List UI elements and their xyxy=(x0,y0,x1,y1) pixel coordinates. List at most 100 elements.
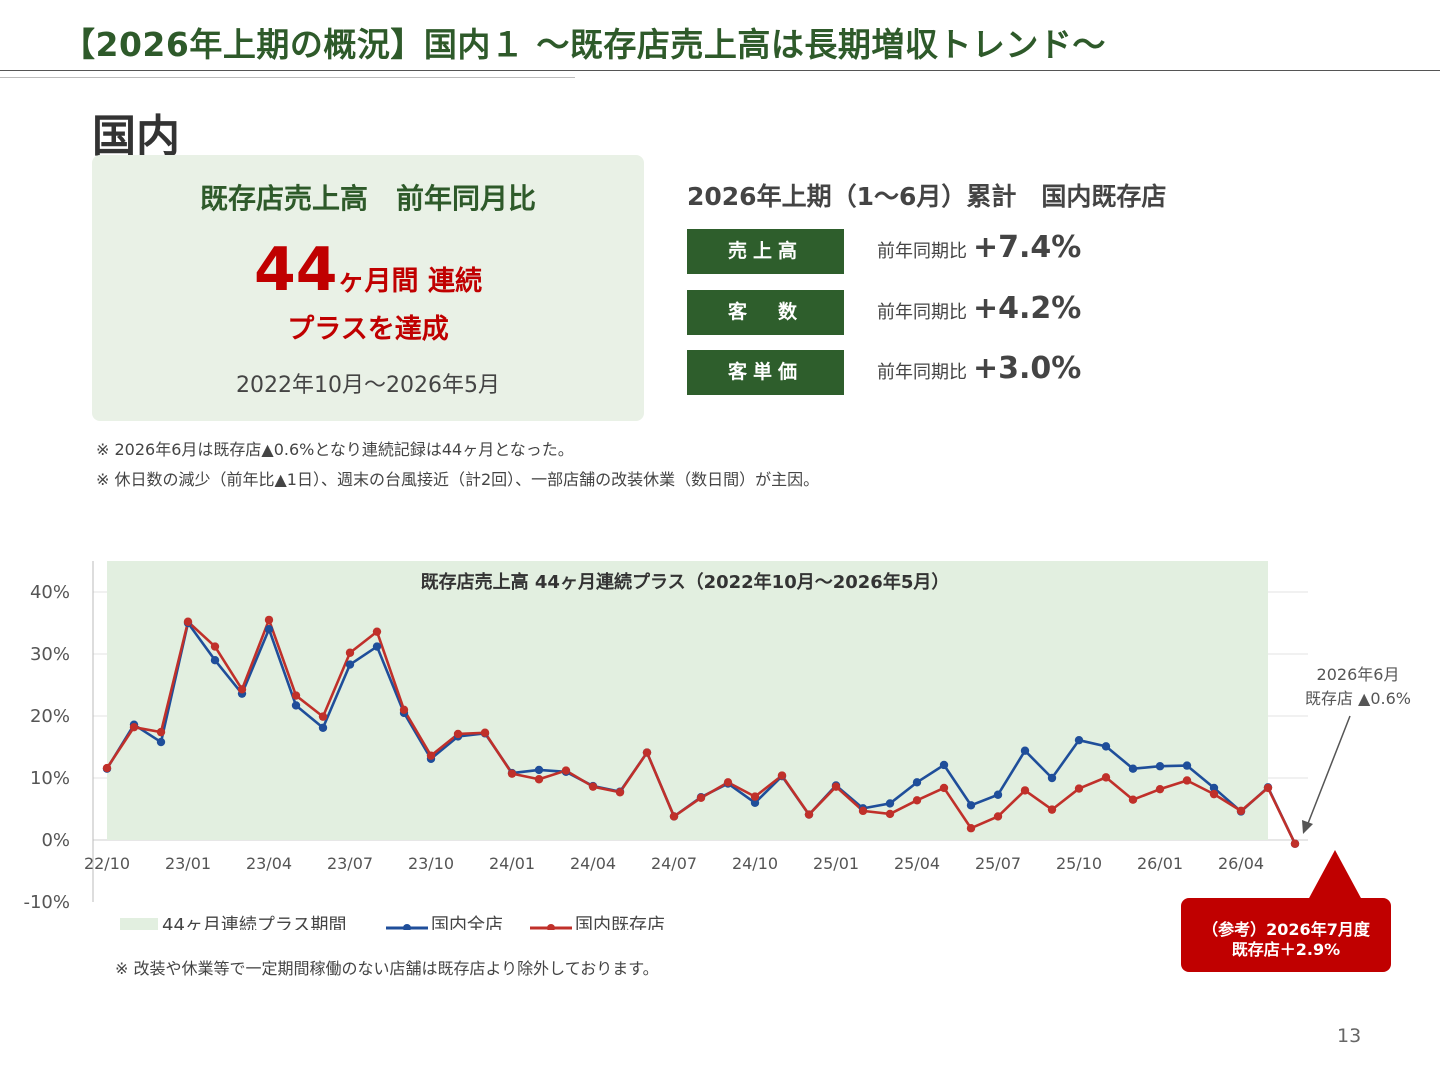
y-tick-label: 30% xyxy=(30,644,70,665)
x-tick-label: 23/04 xyxy=(246,854,292,873)
series-0-point xyxy=(885,799,895,808)
series-0-point xyxy=(1020,746,1030,755)
series-1-point xyxy=(588,782,598,791)
series-0-point xyxy=(534,765,544,775)
x-tick-label: 25/01 xyxy=(813,854,859,873)
highlight-number: 44 xyxy=(254,235,338,305)
x-tick-label: 25/07 xyxy=(975,854,1021,873)
highlight-heading: 既存店売上高 前年同月比 xyxy=(199,182,536,215)
series-0-point xyxy=(1047,773,1057,783)
series-1-point xyxy=(1290,839,1300,848)
series-1-point xyxy=(210,642,220,651)
y-tick-label: 0% xyxy=(41,830,70,851)
series-1-point xyxy=(399,705,409,714)
kpi-label-customers: 客 数 xyxy=(687,290,844,335)
series-1-point xyxy=(750,792,760,801)
series-1-point xyxy=(1209,789,1219,799)
series-1-point xyxy=(939,783,949,793)
y-tick-label: -10% xyxy=(23,892,70,913)
x-tick-label: 22/10 xyxy=(84,854,130,873)
sales-line-chart: 既存店売上高 44ヶ月連続プラス（2022年10月～2026年5月） -10% 0… xyxy=(23,561,1411,930)
series-0-point xyxy=(939,760,949,770)
kpi-prefix: 前年同期比 xyxy=(877,302,967,323)
arrow-head-icon xyxy=(1302,820,1313,834)
series-1-point xyxy=(237,685,247,694)
x-tick-label: 24/01 xyxy=(489,854,535,873)
x-tick-label: 25/10 xyxy=(1056,854,1102,873)
callout-pointer-icon xyxy=(1308,850,1362,900)
kpi-label-unit-price: 客単価 xyxy=(687,350,844,395)
series-0-point xyxy=(1128,764,1138,773)
series-1-point xyxy=(561,766,571,775)
series-1-point xyxy=(1047,805,1057,814)
callout-line-2: 既存店＋2.9% xyxy=(1231,940,1341,959)
series-0-point xyxy=(210,656,220,665)
series-1-point xyxy=(669,812,679,821)
kpi-label-sales: 売上高 xyxy=(687,229,844,274)
x-tick-label: 24/10 xyxy=(732,854,778,873)
kpi-prefix: 前年同期比 xyxy=(877,362,967,383)
series-0-point xyxy=(1182,761,1192,770)
series-1-point xyxy=(102,763,112,773)
series-1-point xyxy=(183,617,193,626)
x-tick-label: 24/07 xyxy=(651,854,697,873)
plus-period-band xyxy=(107,561,1268,840)
note-line-2: ※ 休日数の減少（前年比▲1日）、週末の台風接近（計2回）、一部店舗の改装休業（… xyxy=(96,470,820,489)
series-1-point xyxy=(858,806,868,816)
kpi-value-customers: 前年同期比 +4.2% xyxy=(877,291,1081,326)
x-tick-label: 26/01 xyxy=(1137,854,1183,873)
legend-label-existing-stores: 国内既存店 xyxy=(575,915,665,930)
series-1-point xyxy=(480,728,490,737)
series-0-point xyxy=(291,701,301,710)
series-1-point xyxy=(723,778,733,787)
page-number: 13 xyxy=(1337,1025,1362,1047)
series-1-point xyxy=(318,712,328,721)
annotation-label-line2: 既存店 ▲0.6% xyxy=(1305,689,1411,708)
x-tick-label: 25/04 xyxy=(894,854,940,873)
series-0-point xyxy=(1209,783,1219,793)
y-tick-label: 20% xyxy=(30,706,70,727)
y-axis-ticks: -10% 0% 10% 20% 30% 40% xyxy=(23,582,70,913)
kpi-number: +7.4% xyxy=(973,230,1082,265)
x-tick-label: 26/04 xyxy=(1218,854,1264,873)
kpi-value-sales: 前年同期比 +7.4% xyxy=(877,230,1081,265)
series-1-point xyxy=(291,691,301,700)
series-1-point xyxy=(129,722,139,732)
y-tick-label: 10% xyxy=(30,768,70,789)
page-title: 【2026年上期の概況】国内１ ～既存店売上高は長期増収トレンド～ xyxy=(62,25,1106,64)
series-1-point xyxy=(345,648,355,657)
series-1-point xyxy=(885,809,895,819)
series-1-point xyxy=(993,812,1003,821)
series-0-point xyxy=(1155,762,1165,771)
x-tick-label: 23/10 xyxy=(408,854,454,873)
series-1-point xyxy=(1074,784,1084,793)
series-0-point xyxy=(966,801,976,810)
x-axis-ticks: 22/10 23/01 23/04 23/07 23/10 24/01 24/04 24/07… xyxy=(84,854,1264,873)
annotation-label-line1: 2026年6月 xyxy=(1317,665,1400,684)
legend-swatch-plus-period xyxy=(120,918,158,930)
series-1-point xyxy=(966,824,976,833)
series-1-point xyxy=(696,793,706,803)
highlight-unit: ヶ月間 連続 xyxy=(337,266,482,297)
series-1-point xyxy=(534,775,544,784)
series-1-point xyxy=(156,727,166,737)
series-0-point xyxy=(156,737,166,747)
series-1-point xyxy=(1020,786,1030,795)
series-1-point xyxy=(1101,773,1111,782)
series-1-point xyxy=(804,810,814,819)
callout-line-1: （参考）2026年7月度 xyxy=(1202,920,1370,939)
series-1-point xyxy=(1236,806,1246,816)
chart-series xyxy=(102,615,1300,848)
highlight-period: 2022年10月～2026年5月 xyxy=(236,373,500,398)
legend-label-plus-period: 44ヶ月連続プラス期間 xyxy=(162,915,347,930)
series-1-point xyxy=(912,796,922,805)
title-subdivider xyxy=(0,77,575,78)
series-1-point xyxy=(453,729,463,739)
series-0-point xyxy=(993,790,1003,799)
legend-label-all-stores: 国内全店 xyxy=(431,915,503,930)
x-tick-label: 23/01 xyxy=(165,854,211,873)
series-1-point xyxy=(264,615,274,625)
title-divider xyxy=(0,70,1440,71)
series-1-point xyxy=(615,788,625,797)
series-1-point xyxy=(1182,776,1192,785)
